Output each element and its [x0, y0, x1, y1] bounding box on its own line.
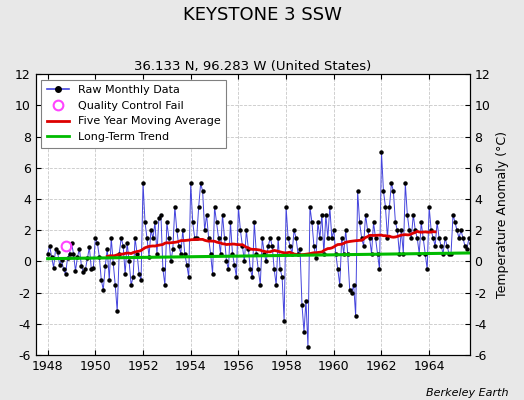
- Y-axis label: Temperature Anomaly (°C): Temperature Anomaly (°C): [496, 131, 509, 298]
- Text: KEYSTONE 3 SSW: KEYSTONE 3 SSW: [182, 6, 342, 24]
- Text: Berkeley Earth: Berkeley Earth: [426, 388, 508, 398]
- Title: 36.133 N, 96.283 W (United States): 36.133 N, 96.283 W (United States): [134, 60, 372, 73]
- Legend: Raw Monthly Data, Quality Control Fail, Five Year Moving Average, Long-Term Tren: Raw Monthly Data, Quality Control Fail, …: [41, 80, 226, 148]
